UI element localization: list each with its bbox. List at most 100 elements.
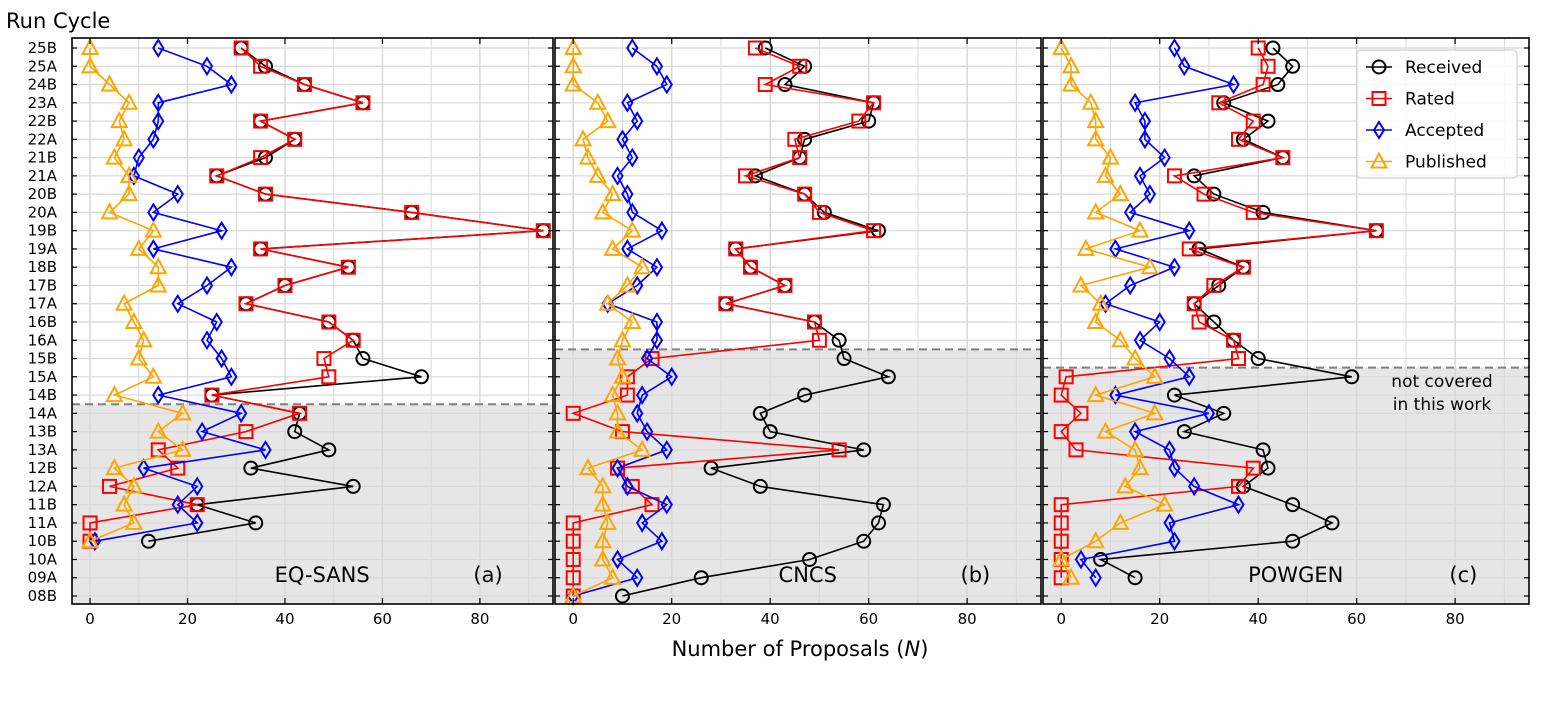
data-point-received-10B	[856, 533, 872, 549]
data-point-published-16B	[124, 311, 144, 329]
legend-label: Received	[1405, 58, 1482, 78]
data-point-received-25B	[1265, 40, 1281, 56]
data-point-published-10B	[1086, 531, 1105, 549]
x-tick-label: 20	[178, 610, 197, 628]
data-point-accepted-17B	[1123, 275, 1137, 296]
data-point-published-20A	[100, 202, 119, 220]
data-point-accepted-12B	[611, 458, 624, 479]
data-point-rated-16B	[806, 314, 822, 330]
data-point-published-18B	[1140, 257, 1160, 275]
x-axis-label-close: )	[920, 637, 928, 661]
data-point-published-22A	[1086, 129, 1105, 147]
data-point-accepted-14B	[152, 385, 165, 405]
x-tick-label: 20	[662, 610, 681, 628]
data-point-rated-16A	[1226, 332, 1242, 348]
data-point-received-15A	[880, 369, 896, 385]
data-point-published-20B	[603, 184, 622, 202]
data-point-accepted-22B	[631, 111, 644, 131]
data-point-received-11A	[871, 515, 887, 531]
data-point-received-14A	[752, 405, 768, 421]
data-point-rated-13B	[238, 424, 254, 440]
data-point-received-12A	[345, 478, 361, 494]
data-point-received-09A	[693, 570, 709, 586]
data-point-received-10B	[1285, 533, 1301, 549]
data-point-accepted-20B	[171, 184, 184, 205]
data-point-published-23A	[119, 92, 139, 110]
data-point-rated-20A	[404, 204, 420, 220]
data-point-rated-17B	[1206, 277, 1222, 293]
data-point-published-22B	[1086, 110, 1105, 129]
data-point-accepted-19B	[655, 220, 669, 241]
data-point-rated-20A	[811, 204, 827, 220]
data-point-rated-12B	[1245, 460, 1261, 476]
data-point-rated-11B	[1053, 497, 1069, 513]
data-point-published-20A	[593, 202, 612, 220]
data-point-published-14A	[1145, 403, 1164, 421]
y-tick-label: 12A	[28, 477, 58, 495]
y-tick-label: 17A	[28, 295, 58, 313]
data-point-published-20B	[1111, 184, 1130, 202]
data-point-accepted-25B	[152, 38, 165, 58]
data-point-accepted-11B	[660, 494, 673, 515]
legend-item-received: Received	[1366, 58, 1482, 78]
series-published	[1052, 37, 1174, 585]
data-point-rated-17A	[238, 296, 254, 312]
series-line-published	[572, 48, 644, 597]
data-point-received-11B	[1285, 497, 1301, 513]
data-point-received-15A	[413, 369, 429, 385]
data-point-received-13B	[287, 424, 303, 440]
y-tick-label: 21B	[28, 149, 57, 167]
x-tick-label: 40	[275, 610, 294, 628]
data-point-accepted-11B	[1232, 494, 1245, 515]
data-point-published-17A	[1091, 293, 1110, 311]
data-point-published-21A	[1096, 165, 1115, 183]
legend-item-accepted: Accepted	[1366, 120, 1484, 141]
y-tick-label: 12B	[28, 459, 57, 477]
y-tick-label: 19A	[28, 240, 58, 258]
data-point-rated-24B	[757, 77, 773, 93]
data-point-published-25B	[80, 37, 100, 55]
data-point-published-16A	[1111, 330, 1130, 348]
data-point-received-14B	[797, 387, 813, 403]
x-axis-label-text: Number of Proposals (	[672, 637, 905, 661]
data-point-published-13B	[1096, 421, 1115, 439]
data-point-published-13A	[632, 439, 652, 457]
data-point-received-11A	[1324, 515, 1340, 531]
data-point-accepted-22A	[147, 129, 160, 150]
data-point-accepted-13B	[195, 421, 209, 442]
data-point-published-11B	[114, 494, 134, 512]
data-point-received-13A	[1255, 442, 1271, 458]
y-tick-label: 11B	[28, 496, 57, 514]
data-point-published-10A	[593, 549, 612, 567]
data-point-rated-13A	[831, 442, 847, 458]
data-point-published-16A	[134, 330, 153, 348]
data-point-accepted-17A	[171, 293, 184, 314]
x-tick-label: 60	[1347, 610, 1366, 628]
data-point-accepted-14A	[1202, 403, 1216, 424]
data-point-accepted-22B	[152, 111, 165, 131]
data-point-rated-18B	[340, 259, 356, 275]
data-point-accepted-20A	[1123, 202, 1137, 223]
data-point-rated-15B	[644, 351, 660, 367]
data-point-accepted-15B	[215, 348, 228, 369]
data-point-received-14A	[1216, 405, 1232, 421]
data-point-published-12A	[1116, 476, 1135, 494]
series-accepted	[88, 38, 272, 552]
y-tick-label: 14B	[28, 386, 57, 404]
y-tick-label: 18B	[28, 258, 57, 276]
data-point-accepted-12B	[1168, 458, 1181, 479]
data-point-received-15A	[1344, 369, 1360, 385]
data-point-accepted-22B	[1138, 111, 1152, 131]
legend-label: Published	[1405, 153, 1487, 173]
y-tick-label: 20B	[28, 185, 57, 203]
data-point-rated-14A	[292, 405, 308, 421]
data-point-rated-11B	[189, 497, 205, 513]
legend-item-published: Published	[1366, 151, 1487, 173]
y-tick-label: 24B	[28, 76, 57, 94]
data-point-published-14B	[603, 384, 622, 403]
data-point-published-16B	[623, 311, 642, 329]
data-point-published-11A	[598, 512, 617, 530]
x-tick-label: 40	[1249, 610, 1268, 628]
data-point-published-10A	[1052, 549, 1071, 567]
legend-label: Rated	[1405, 90, 1455, 110]
